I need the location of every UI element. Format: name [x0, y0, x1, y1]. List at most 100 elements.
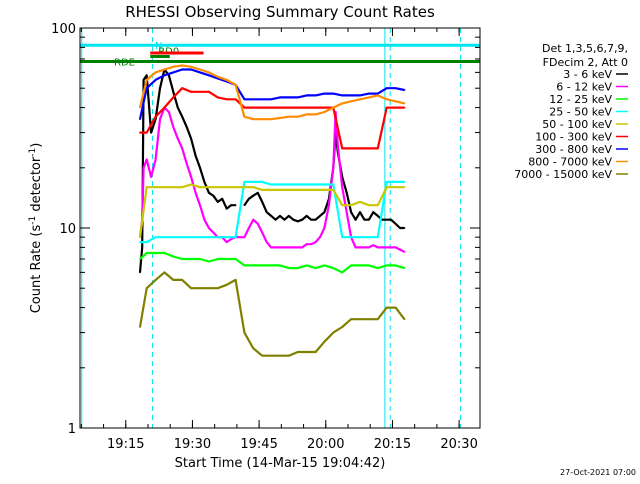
series-8-point-2 — [154, 279, 157, 281]
series-2-point-2 — [154, 252, 157, 254]
series-1-point-8 — [167, 111, 170, 113]
series-1-point-40 — [314, 241, 317, 244]
series-1-point-28 — [261, 231, 264, 234]
series-8-point-11 — [234, 279, 237, 281]
series-8-point-24 — [350, 318, 353, 321]
series-6-point-16 — [279, 96, 281, 99]
series-3-point-29 — [394, 181, 397, 183]
series-3-point-6 — [190, 236, 193, 239]
series-4-point-29 — [394, 186, 397, 189]
series-8-point-29 — [394, 306, 397, 309]
series-1-point-60 — [399, 248, 401, 251]
series-1-point-59 — [394, 246, 397, 249]
series-6-point-21 — [323, 92, 326, 95]
series-0-point-57 — [376, 214, 379, 217]
series-1-point-18 — [212, 231, 215, 234]
series-8-point-26 — [367, 318, 370, 321]
series-2-point-22 — [332, 267, 335, 270]
series-5-point-2 — [154, 115, 157, 118]
series-7-point-10 — [225, 79, 228, 81]
series-8-point-16 — [279, 354, 281, 357]
series-7-point-7 — [199, 68, 201, 71]
x-axis-label: Start Time (14-Mar-15 19:04:42) — [175, 456, 386, 471]
series-7-point-29 — [394, 100, 397, 103]
series-2-point-17 — [287, 267, 290, 270]
series-5-point-28 — [385, 106, 388, 109]
series-2-point-13 — [252, 264, 255, 267]
series-5-point-9 — [216, 96, 219, 99]
series-0-point-38 — [296, 220, 299, 223]
series-0-point-23 — [234, 204, 237, 207]
series-2-point-0 — [139, 258, 141, 260]
series-6-point-24 — [350, 94, 353, 97]
series-3-point-27 — [376, 236, 379, 239]
series-3-point-26 — [367, 236, 370, 239]
series-0-point-60 — [390, 218, 393, 221]
series-0-point-14 — [194, 154, 197, 157]
flag-label-1: RDE — [114, 57, 135, 68]
series-0-point-62 — [399, 227, 401, 229]
series-3-point-16 — [279, 183, 281, 186]
series-6-point-6 — [190, 68, 193, 71]
series-0-point-56 — [372, 211, 375, 214]
series-2-point-7 — [199, 258, 201, 260]
series-6-point-30 — [403, 89, 406, 91]
plot-area: NRDERD0 — [80, 28, 480, 428]
series-5-point-30 — [403, 106, 406, 109]
series-1-point-5 — [154, 158, 157, 161]
series-2-point-16 — [279, 264, 281, 267]
x-tick-label-2: 19:45 — [240, 437, 277, 452]
series-4-point-15 — [270, 189, 273, 191]
series-2-point-10 — [225, 258, 228, 260]
series-1-point-37 — [301, 246, 304, 249]
series-6-point-19 — [305, 94, 308, 97]
series-2-point-12 — [243, 264, 246, 267]
series-1-point-9 — [172, 126, 175, 128]
series-0-point-16 — [203, 181, 206, 183]
y-tick-label-0: 1 — [68, 422, 76, 437]
series-1-point-11 — [181, 147, 184, 150]
series-1-point-3 — [145, 158, 148, 161]
series-2-point-30 — [403, 267, 406, 270]
series-1-point-38 — [305, 243, 308, 246]
series-8-point-27 — [376, 318, 379, 321]
series-1-point-15 — [199, 204, 201, 207]
series-3-point-15 — [270, 183, 273, 186]
series-4-point-9 — [216, 186, 219, 189]
series-2-point-3 — [163, 252, 166, 254]
y-axis-label-sup2: -1 — [28, 148, 38, 157]
series-5-point-14 — [261, 106, 264, 109]
series-8-point-10 — [225, 283, 228, 286]
series-7-point-6 — [190, 65, 193, 68]
series-6-point-7 — [199, 71, 201, 74]
series-line-0 — [138, 68, 405, 273]
y-axis-label-sup1: -1 — [28, 216, 38, 225]
series-0-point-1 — [141, 246, 144, 249]
series-1-point-54 — [372, 244, 375, 247]
series-0-point-11 — [181, 115, 184, 118]
series-5-point-11 — [234, 98, 237, 101]
series-3-point-7 — [199, 236, 201, 239]
series-3-point-0 — [139, 241, 141, 244]
series-6-point-22 — [332, 92, 335, 95]
series-8-point-19 — [305, 351, 308, 353]
series-4-point-17 — [287, 189, 290, 191]
y-axis-label-tail: detector — [29, 156, 44, 216]
series-0-point-43 — [319, 214, 321, 217]
series-1-point-41 — [319, 236, 321, 239]
series-5-point-0 — [139, 131, 141, 134]
series-3-point-3 — [163, 236, 166, 239]
series-1-point-57 — [385, 246, 388, 249]
series-7-point-16 — [279, 117, 281, 119]
series-0-point-15 — [199, 166, 201, 169]
series-4-point-24 — [350, 204, 353, 207]
series-3-point-30 — [403, 181, 406, 183]
series-4-point-11 — [234, 186, 237, 189]
series-2-point-27 — [376, 267, 379, 270]
legend-label-5: 100 - 300 keV — [535, 131, 612, 144]
series-3-point-4 — [172, 236, 175, 239]
series-4-point-27 — [376, 204, 379, 207]
series-0-point-3 — [145, 74, 148, 77]
